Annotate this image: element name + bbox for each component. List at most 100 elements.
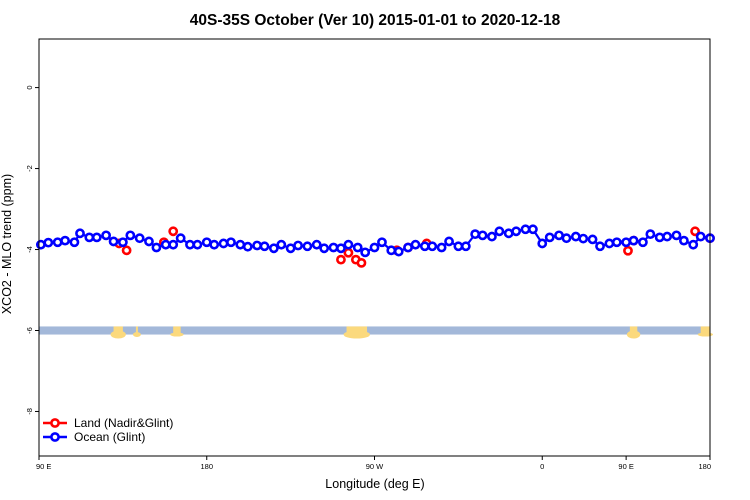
- x-tick-label: 90 W: [366, 462, 384, 471]
- ocean-series-point: [35, 239, 46, 250]
- ocean-series-point: [91, 232, 102, 243]
- legend-label: Ocean (Glint): [74, 430, 145, 444]
- ocean-series-point: [679, 235, 689, 246]
- ocean-series-point: [604, 238, 615, 249]
- ocean-series-point: [151, 242, 162, 253]
- ocean-series-point: [134, 233, 145, 244]
- ocean-series-point: [427, 241, 438, 252]
- x-tick-label: 90 E: [618, 462, 633, 471]
- y-tick-label: -6: [25, 327, 34, 334]
- legend: Land (Nadir&Glint)Ocean (Glint): [43, 416, 173, 444]
- ocean-series-point: [419, 241, 430, 252]
- ocean-series-point: [43, 237, 54, 248]
- ocean-series-point: [377, 237, 387, 248]
- ocean-series-point: [185, 239, 195, 250]
- x-tick-label: 180: [200, 462, 213, 471]
- ocean-series-point: [75, 228, 85, 239]
- ocean-series-point: [578, 233, 589, 244]
- ocean-series-point: [537, 238, 548, 249]
- ocean-series-point: [242, 241, 253, 252]
- ocean-series-point: [60, 235, 70, 246]
- ocean-series-point: [226, 237, 236, 248]
- land-patch-bulge: [343, 330, 371, 339]
- ocean-series-point: [503, 228, 514, 239]
- ocean-series-point: [311, 239, 322, 250]
- ocean-series-point: [611, 237, 622, 248]
- ocean-series-point: [645, 229, 656, 240]
- ocean-series-point: [570, 231, 581, 242]
- ocean-series-point: [168, 239, 179, 250]
- ocean-series-point: [235, 239, 246, 250]
- ocean-series-point: [621, 237, 632, 248]
- land-series-point: [356, 257, 367, 268]
- ocean-series-point: [328, 242, 339, 253]
- ocean-series-point: [144, 236, 154, 247]
- x-tick-label: 90 E: [36, 462, 51, 471]
- ocean-series-point: [511, 226, 522, 237]
- ocean-series-point: [259, 241, 270, 252]
- ocean-series-point: [268, 243, 279, 254]
- ocean-series-point: [587, 234, 598, 245]
- ocean-series-point: [319, 243, 330, 254]
- land-series-point: [343, 247, 354, 258]
- ocean-series-point: [69, 237, 80, 248]
- ocean-series-point: [453, 241, 464, 252]
- land-series-point: [121, 245, 132, 256]
- y-axis-label: XCO2 - MLO trend (ppm): [0, 174, 14, 314]
- x-axis-label: Longitude (deg E): [325, 477, 424, 491]
- ocean-series-point: [460, 241, 471, 252]
- ocean-series-point: [84, 232, 95, 243]
- x-tick-label: 180: [698, 462, 711, 471]
- ocean-series-point: [436, 242, 447, 253]
- land-series-point: [168, 226, 179, 237]
- y-tick-label: 0: [25, 85, 34, 89]
- land-patch: [135, 326, 138, 335]
- ocean-series-point: [218, 238, 229, 249]
- ocean-series-point: [494, 226, 505, 237]
- ocean-series-point: [108, 236, 119, 247]
- ocean-series-point: [293, 240, 303, 251]
- land-patch: [173, 326, 181, 335]
- ocean-series-point: [638, 237, 648, 248]
- ocean-series-point: [477, 230, 488, 241]
- series-layer: [35, 224, 715, 268]
- axis-layer: 90 E 180 90 W 0 180 90 E 0 -2 -4 -6 -8: [25, 38, 711, 471]
- ocean-series-point: [160, 239, 171, 250]
- ocean-band: [39, 326, 710, 335]
- ocean-series-point: [352, 242, 363, 253]
- ocean-series-point: [276, 239, 287, 250]
- ocean-series-point: [520, 224, 531, 235]
- ocean-series-point: [662, 231, 673, 242]
- ocean-series-point: [470, 229, 481, 240]
- ocean-series-point: [410, 239, 421, 250]
- ocean-series-point: [628, 235, 639, 246]
- ocean-series-point: [302, 241, 313, 252]
- ocean-series-point: [117, 237, 128, 248]
- y-tick-label: -2: [25, 165, 34, 172]
- ocean-series-point: [561, 233, 572, 244]
- chart-title: 40S-35S October (Ver 10) 2015-01-01 to 2…: [190, 12, 561, 29]
- land-patch-bulge: [697, 332, 713, 337]
- ocean-series-point: [52, 237, 63, 248]
- land-series-point: [623, 245, 633, 256]
- land-patch: [346, 326, 368, 335]
- y-tick-label: -4: [25, 246, 34, 253]
- land-patch: [700, 326, 710, 335]
- land-patch-bulge: [626, 330, 641, 339]
- ocean-series-point: [369, 242, 380, 253]
- land-mask-band: [39, 326, 713, 339]
- land-patch: [629, 326, 638, 335]
- legend-marker: [50, 418, 60, 428]
- ocean-series-point: [695, 231, 706, 242]
- ocean-series-point: [688, 239, 699, 250]
- land-series-point: [690, 226, 700, 237]
- ocean-series-point: [544, 232, 555, 243]
- legend-label: Land (Nadir&Glint): [74, 416, 173, 430]
- ocean-series-point: [343, 239, 354, 250]
- ocean-series-point: [192, 239, 203, 250]
- x-tick-label: 0: [540, 462, 544, 471]
- ocean-series-point: [209, 239, 220, 250]
- ocean-series-point: [554, 230, 564, 241]
- legend-marker: [50, 432, 60, 442]
